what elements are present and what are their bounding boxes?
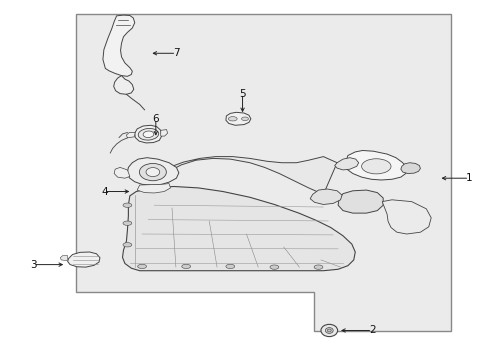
Ellipse shape (228, 117, 237, 121)
Polygon shape (382, 200, 431, 234)
Text: 6: 6 (152, 114, 159, 124)
Text: 4: 4 (101, 186, 108, 197)
Text: 1: 1 (466, 173, 473, 183)
Ellipse shape (123, 203, 132, 207)
Polygon shape (114, 76, 134, 94)
Polygon shape (114, 167, 130, 178)
Ellipse shape (242, 117, 248, 121)
Polygon shape (338, 190, 383, 213)
Polygon shape (172, 157, 337, 194)
Text: 3: 3 (30, 260, 37, 270)
Ellipse shape (314, 265, 323, 269)
Polygon shape (161, 130, 168, 136)
Ellipse shape (123, 221, 132, 225)
Ellipse shape (138, 264, 147, 269)
Ellipse shape (325, 328, 333, 333)
Polygon shape (76, 14, 451, 331)
Polygon shape (68, 252, 100, 267)
Text: 7: 7 (173, 48, 180, 58)
Ellipse shape (327, 329, 331, 332)
Text: 5: 5 (239, 89, 246, 99)
Ellipse shape (138, 129, 159, 140)
Polygon shape (126, 132, 135, 138)
Ellipse shape (140, 163, 166, 181)
Ellipse shape (123, 243, 132, 247)
Polygon shape (335, 158, 359, 170)
Ellipse shape (362, 159, 391, 174)
Polygon shape (135, 125, 162, 143)
Ellipse shape (226, 264, 235, 269)
Ellipse shape (143, 131, 154, 138)
Ellipse shape (270, 265, 279, 269)
Polygon shape (122, 186, 355, 271)
Ellipse shape (146, 167, 160, 176)
Polygon shape (60, 256, 68, 261)
Polygon shape (310, 189, 342, 204)
Ellipse shape (182, 264, 191, 269)
Ellipse shape (321, 324, 338, 337)
Polygon shape (137, 184, 171, 193)
Text: 2: 2 (369, 325, 376, 336)
Polygon shape (346, 150, 407, 180)
Polygon shape (226, 112, 251, 125)
Polygon shape (401, 163, 420, 174)
Polygon shape (103, 15, 135, 76)
Polygon shape (127, 158, 179, 185)
